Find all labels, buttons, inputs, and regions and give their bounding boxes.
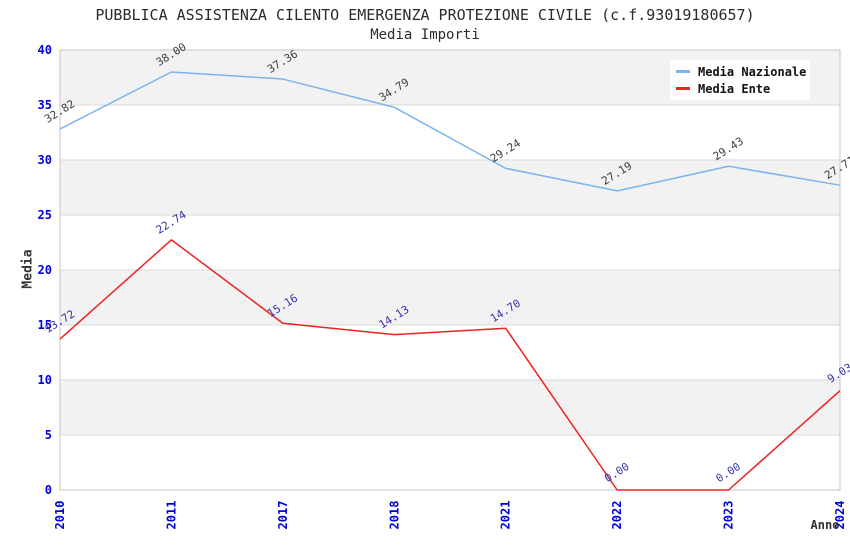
- x-tick-label: 2010: [53, 501, 67, 530]
- y-tick-label: 25: [38, 208, 52, 222]
- chart-legend: Media Nazionale Media Ente: [670, 60, 810, 100]
- legend-line-swatch-blue: [676, 70, 690, 73]
- x-tick-label: 2021: [499, 501, 513, 530]
- y-tick-label: 30: [38, 153, 52, 167]
- x-tick-label: 2017: [276, 501, 290, 530]
- x-tick-label: 2011: [164, 501, 178, 530]
- chart-title: PUBBLICA ASSISTENZA CILENTO EMERGENZA PR…: [95, 6, 755, 24]
- y-tick-label: 0: [45, 483, 52, 497]
- y-tick-label: 5: [45, 428, 52, 442]
- grid-band: [60, 160, 840, 215]
- y-tick-label: 10: [38, 373, 52, 387]
- legend-item-media-ente: Media Ente: [670, 82, 810, 96]
- grid-band: [60, 380, 840, 435]
- grid-band: [60, 270, 840, 325]
- y-tick-label: 35: [38, 98, 52, 112]
- value-label: 0.00: [602, 460, 631, 485]
- value-label: 29.43: [711, 135, 746, 164]
- chart-subtitle: Media Importi: [370, 27, 480, 43]
- value-label: 9.03: [825, 361, 850, 386]
- x-tick-label: 2022: [610, 501, 624, 530]
- legend-label: Media Nazionale: [698, 64, 807, 79]
- plot-border: [59, 49, 841, 491]
- legend-line-swatch-red: [676, 87, 690, 90]
- legend-label: Media Ente: [698, 81, 771, 96]
- series-line: [59, 71, 841, 192]
- y-axis-title: Media: [20, 249, 36, 289]
- x-tick-label: 2018: [387, 501, 401, 530]
- legend-item-media-nazionale: Media Nazionale: [670, 65, 810, 79]
- series-line: [59, 239, 841, 491]
- y-tick-label: 20: [38, 263, 52, 277]
- x-tick-label: 2023: [722, 501, 736, 530]
- y-tick-label: 40: [38, 43, 52, 57]
- x-tick-label: 2024: [833, 501, 847, 530]
- x-axis-title: Anno: [810, 518, 840, 532]
- y-tick-label: 15: [38, 318, 52, 332]
